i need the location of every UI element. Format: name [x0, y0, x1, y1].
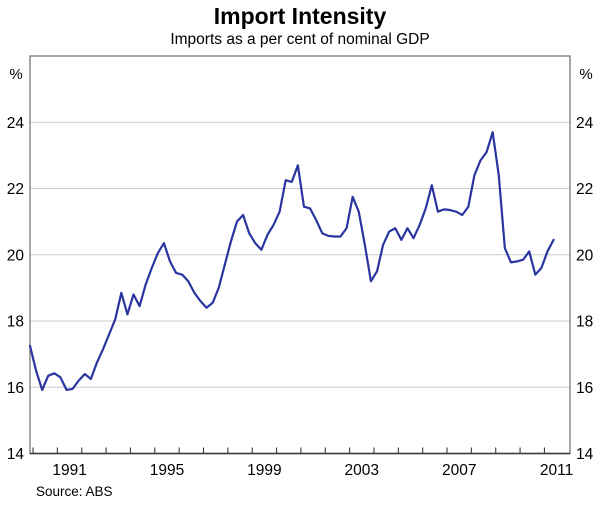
y-axis-unit-right: % — [579, 66, 592, 83]
x-axis-label-1991: 1991 — [52, 462, 86, 479]
x-axis-ticks — [32, 447, 545, 454]
x-axis-labels: 1991 1995 1999 2003 2007 2011 — [52, 462, 573, 479]
data-line — [28, 131, 555, 391]
chart-subtitle: Imports as a per cent of nominal GDP — [170, 31, 430, 48]
y-axis-label-right-16: 16 — [576, 380, 593, 397]
y-axis-label-right-22: 22 — [576, 181, 593, 198]
y-axis-label-right-14: 14 — [576, 446, 594, 463]
y-axis-label-right-20: 20 — [576, 247, 594, 264]
axis-unit-labels: %% — [9, 66, 592, 83]
x-axis-label-1995: 1995 — [150, 462, 184, 479]
x-axis-label-2011: 2011 — [540, 462, 573, 479]
y-axis-label-right-24: 24 — [576, 115, 594, 132]
y-axis-label-left-22: 22 — [7, 181, 24, 198]
x-axis-label-1999: 1999 — [247, 462, 281, 479]
y-axis-labels: 14 14 16 16 18 18 20 20 22 22 24 24 — [7, 115, 594, 463]
x-axis-label-2003: 2003 — [345, 462, 379, 479]
plot-frame — [29, 55, 571, 455]
chart-title: Import Intensity — [213, 3, 387, 29]
source-text: Source: ABS — [36, 484, 113, 499]
y-axis-label-left-14: 14 — [7, 446, 25, 463]
y-axis-unit-left: % — [9, 66, 22, 83]
y-axis-label-right-18: 18 — [576, 314, 593, 331]
y-axis-label-left-18: 18 — [7, 314, 24, 331]
y-axis-label-left-24: 24 — [7, 115, 25, 132]
y-axis-label-left-16: 16 — [7, 380, 24, 397]
gridlines — [30, 121, 570, 388]
x-axis-label-2007: 2007 — [442, 462, 476, 479]
y-axis-label-left-20: 20 — [7, 247, 25, 264]
